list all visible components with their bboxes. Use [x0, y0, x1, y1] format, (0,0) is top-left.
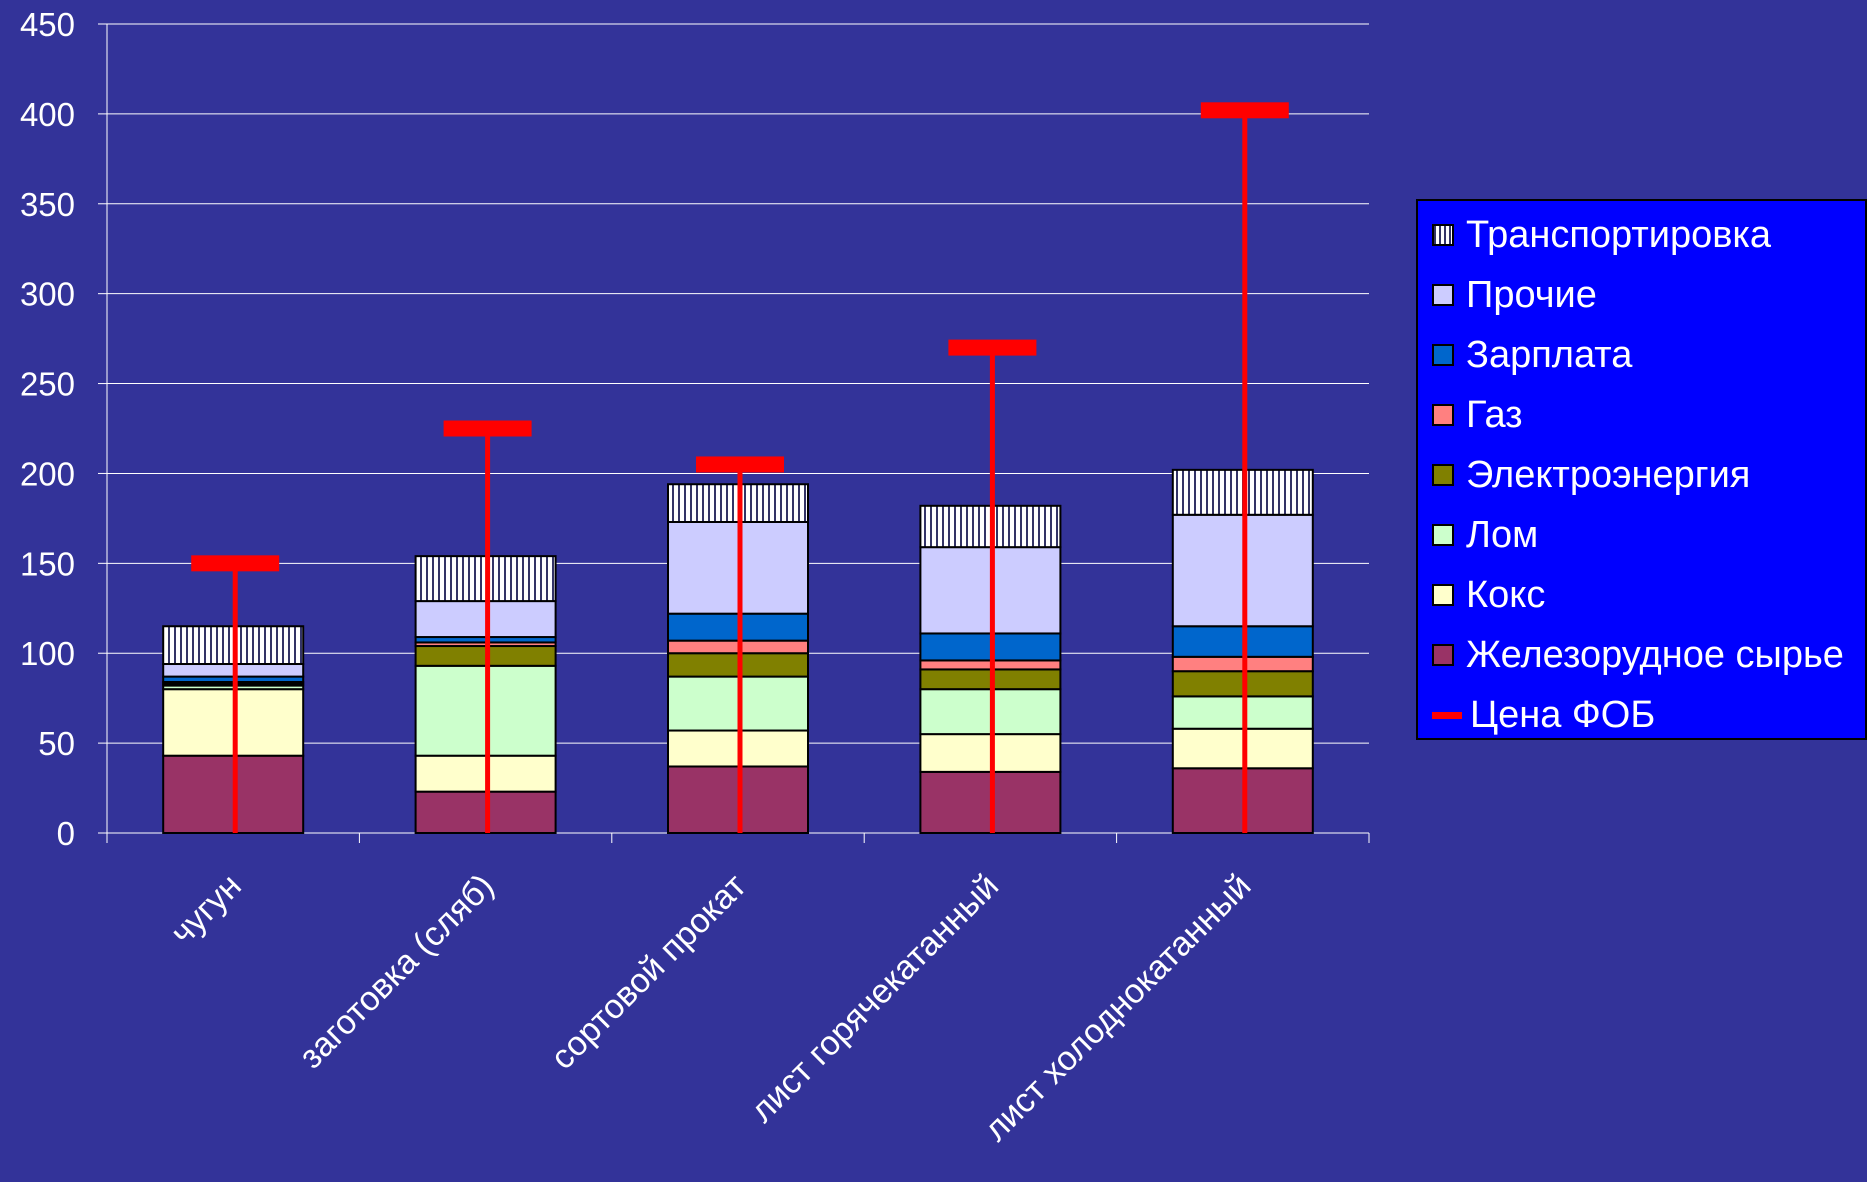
x-tick-label: чугун — [163, 867, 248, 952]
y-tick-label: 100 — [20, 635, 75, 672]
y-tick-label: 350 — [20, 186, 75, 223]
y-tick-label: 0 — [57, 815, 75, 852]
fob-price-marker — [191, 555, 280, 572]
legend-item: Газ — [1432, 393, 1523, 437]
legend-label: Прочие — [1466, 273, 1597, 316]
legend-label: Железорудное сырье — [1466, 633, 1844, 676]
legend-swatch — [1432, 464, 1454, 486]
legend-label: Кокс — [1466, 573, 1546, 616]
x-tick-label: лист горячекатанный — [743, 867, 1006, 1130]
x-tick-label: лист холоднокатанный — [977, 867, 1259, 1149]
legend-swatch — [1432, 344, 1454, 366]
y-tick-label: 250 — [20, 366, 75, 403]
fob-price-marker — [696, 456, 784, 473]
legend-label: Лом — [1466, 513, 1539, 556]
legend-swatch — [1432, 644, 1454, 666]
legend-label: Транспортировка — [1466, 213, 1772, 256]
legend: Транспортировка Прочие Зарплата Газ Электроэ… — [1416, 199, 1867, 740]
legend-item: Цена ФОБ — [1432, 693, 1655, 737]
legend-swatch — [1432, 284, 1454, 306]
y-tick-label: 50 — [38, 725, 75, 762]
y-tick-label: 200 — [20, 455, 75, 492]
x-tick-label: заготовка (сляб) — [292, 867, 501, 1076]
axis-labels: 0 50 100 150 200 250 300 350 400 450 чугун заготовк… — [20, 6, 1259, 1149]
legend-swatch — [1432, 711, 1462, 719]
legend-item: Зарплата — [1432, 333, 1632, 377]
legend-label: Цена ФОБ — [1470, 693, 1656, 736]
fob-price-marker — [1200, 102, 1289, 119]
y-tick-label: 300 — [20, 276, 75, 313]
fob-price-marker — [948, 339, 1037, 356]
legend-item: Транспортировка — [1432, 213, 1771, 257]
legend-swatch — [1432, 524, 1454, 546]
legend-swatch — [1432, 404, 1454, 426]
grid-lines — [107, 23, 1369, 744]
legend-item: Кокс — [1432, 573, 1545, 617]
legend-label: Газ — [1466, 393, 1523, 436]
legend-swatch — [1432, 224, 1454, 246]
legend-label: Электроэнергия — [1466, 453, 1751, 496]
y-tick-label: 150 — [20, 545, 75, 582]
legend-item: Железорудное сырье — [1432, 633, 1844, 677]
y-tick-label: 450 — [20, 6, 75, 43]
legend-item: Электроэнергия — [1432, 453, 1750, 497]
x-tick-label: сортовой прокат — [544, 867, 754, 1077]
y-tick-label: 400 — [20, 96, 75, 133]
fob-price-marker — [443, 420, 532, 437]
legend-item: Лом — [1432, 513, 1538, 557]
legend-item: Прочие — [1432, 273, 1597, 317]
legend-label: Зарплата — [1466, 333, 1633, 376]
price-markers — [191, 102, 1289, 833]
legend-swatch — [1432, 584, 1454, 606]
